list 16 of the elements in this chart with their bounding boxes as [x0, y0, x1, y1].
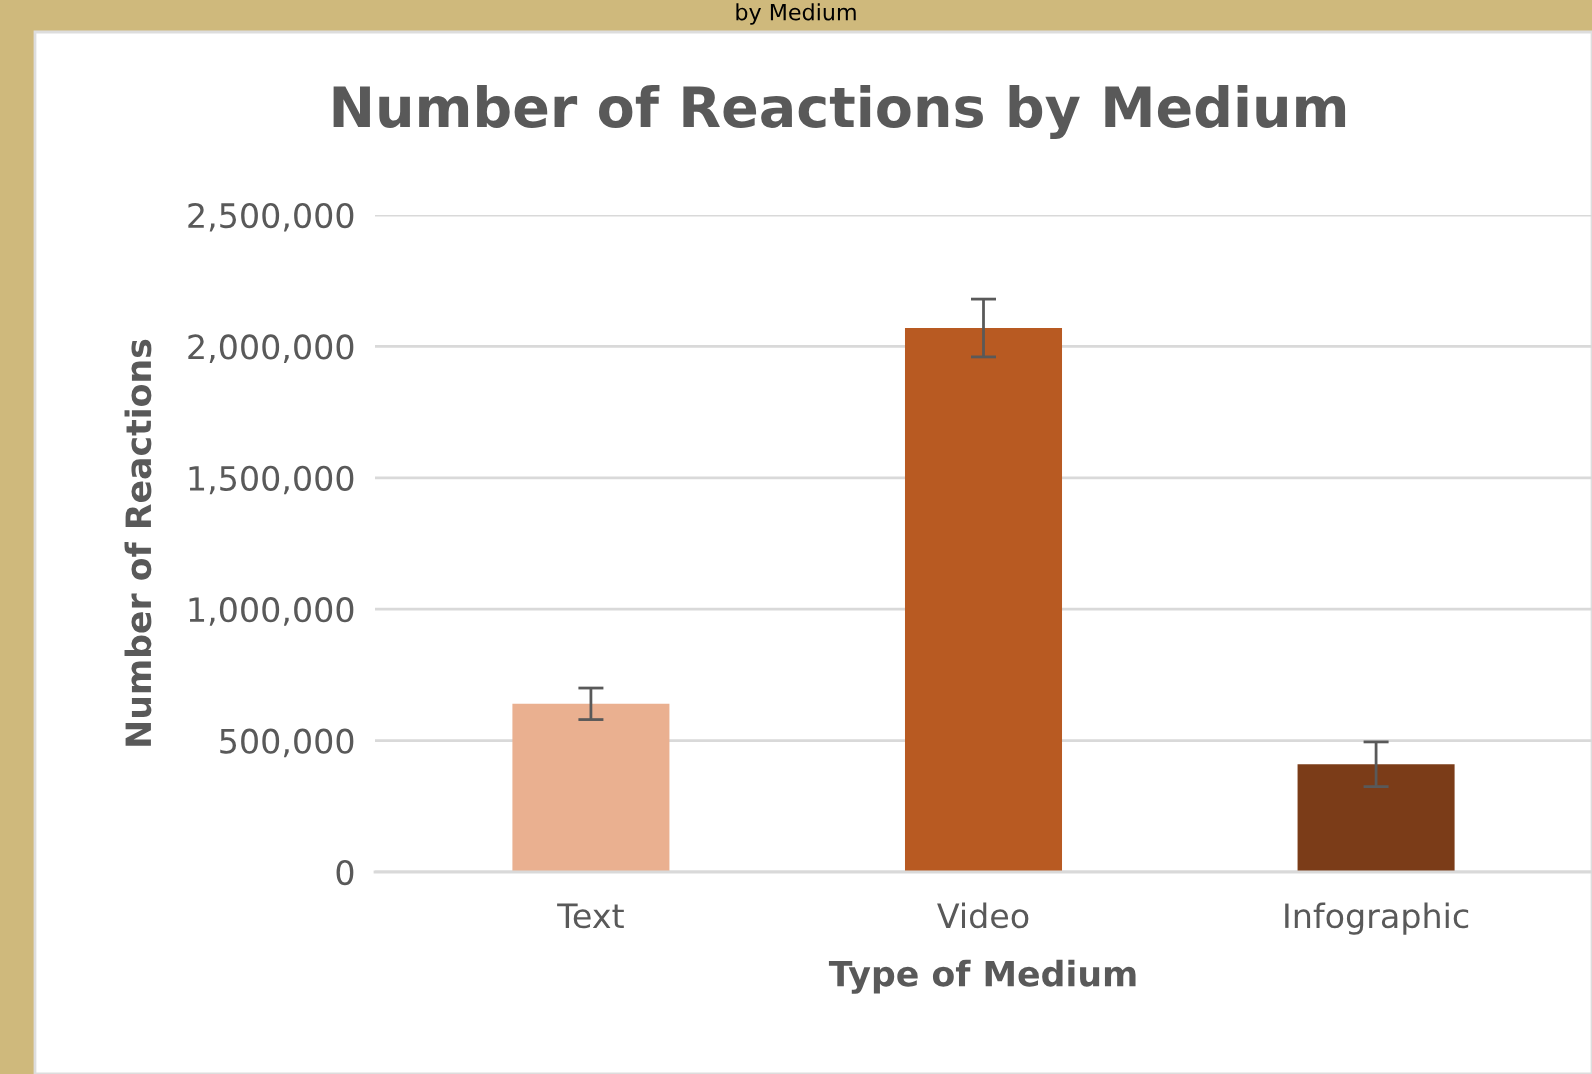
text: by Medium: [736, 3, 856, 25]
y-tick-label: 1,500,000: [189, 465, 354, 495]
y-tick-label: 2,500,000: [188, 202, 354, 232]
x-tick-label: Video: [937, 902, 1029, 929]
y-tick-label: 500,000: [220, 728, 354, 758]
y-tick-label: 0: [336, 859, 354, 886]
chart-title: Number of Reactions by Medium: [333, 84, 1346, 140]
bar: [1297, 764, 1455, 872]
x-tick-label: Text: [557, 903, 624, 929]
x-axis-title: Type of Medium: [828, 959, 1136, 994]
x-tick-label: Infographic: [1285, 902, 1469, 935]
bar: [512, 703, 670, 872]
y-tick-label: 2,000,000: [188, 334, 354, 363]
y-axis-title: Number of Reactions: [124, 339, 152, 746]
bar: [904, 328, 1063, 872]
y-tick-label: 1,000,000: [189, 597, 354, 626]
